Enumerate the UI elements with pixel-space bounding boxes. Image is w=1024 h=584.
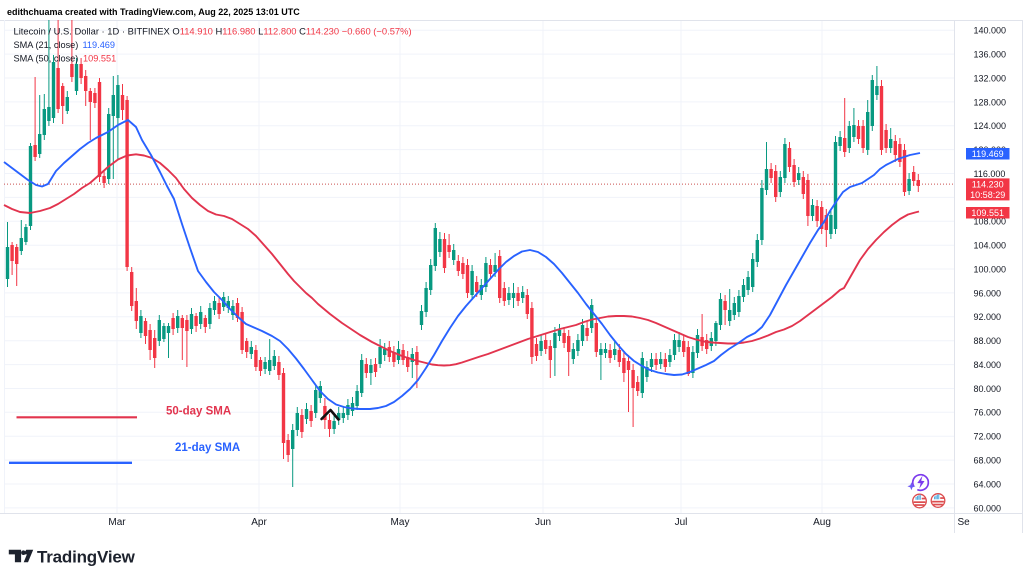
svg-text:108.000: 108.000 xyxy=(974,217,1007,227)
svg-text:140.000: 140.000 xyxy=(974,26,1007,36)
svg-text:92.000: 92.000 xyxy=(974,312,1002,322)
svg-text:edithchuama created with Tradi: edithchuama created with TradingView.com… xyxy=(7,7,300,17)
svg-text:119.469: 119.469 xyxy=(83,40,116,50)
svg-text:Jun: Jun xyxy=(535,517,551,528)
svg-text:96.000: 96.000 xyxy=(974,288,1002,298)
svg-text:10:58:29: 10:58:29 xyxy=(970,190,1005,200)
svg-text:Apr: Apr xyxy=(251,517,267,528)
svg-text:128.000: 128.000 xyxy=(974,97,1007,107)
svg-text:119.469: 119.469 xyxy=(972,149,1004,159)
svg-text:132.000: 132.000 xyxy=(974,73,1007,83)
svg-text:TradingView: TradingView xyxy=(37,548,136,567)
svg-text:124.000: 124.000 xyxy=(974,121,1007,131)
svg-text:109.551: 109.551 xyxy=(83,54,116,64)
svg-text:114.230: 114.230 xyxy=(972,179,1004,189)
svg-text:60.000: 60.000 xyxy=(974,503,1002,513)
svg-text:104.000: 104.000 xyxy=(974,241,1007,251)
svg-text:SMA (21, close): SMA (21, close) xyxy=(14,40,79,50)
svg-text:Se: Se xyxy=(958,517,971,528)
svg-text:May: May xyxy=(391,517,410,528)
svg-text:84.000: 84.000 xyxy=(974,360,1002,370)
svg-text:72.000: 72.000 xyxy=(974,432,1002,442)
svg-text:64.000: 64.000 xyxy=(974,479,1002,489)
svg-text:68.000: 68.000 xyxy=(974,456,1002,466)
svg-text:Mar: Mar xyxy=(108,517,126,528)
svg-text:Aug: Aug xyxy=(813,517,831,528)
svg-text:SMA (50, close): SMA (50, close) xyxy=(14,54,79,64)
svg-text:80.000: 80.000 xyxy=(974,384,1002,394)
svg-text:21-day SMA: 21-day SMA xyxy=(175,442,240,454)
svg-text:136.000: 136.000 xyxy=(974,50,1007,60)
svg-text:Litecoin / U.S. Dollar · 1D ·: Litecoin / U.S. Dollar · 1D · BITFINEX O… xyxy=(14,26,412,37)
svg-text:100.000: 100.000 xyxy=(974,264,1007,274)
svg-text:76.000: 76.000 xyxy=(974,408,1002,418)
svg-text:109.551: 109.551 xyxy=(971,208,1004,218)
svg-text:50-day SMA: 50-day SMA xyxy=(166,406,231,418)
svg-text:116.000: 116.000 xyxy=(974,169,1006,179)
svg-text:Jul: Jul xyxy=(675,517,688,528)
svg-text:88.000: 88.000 xyxy=(974,336,1002,346)
